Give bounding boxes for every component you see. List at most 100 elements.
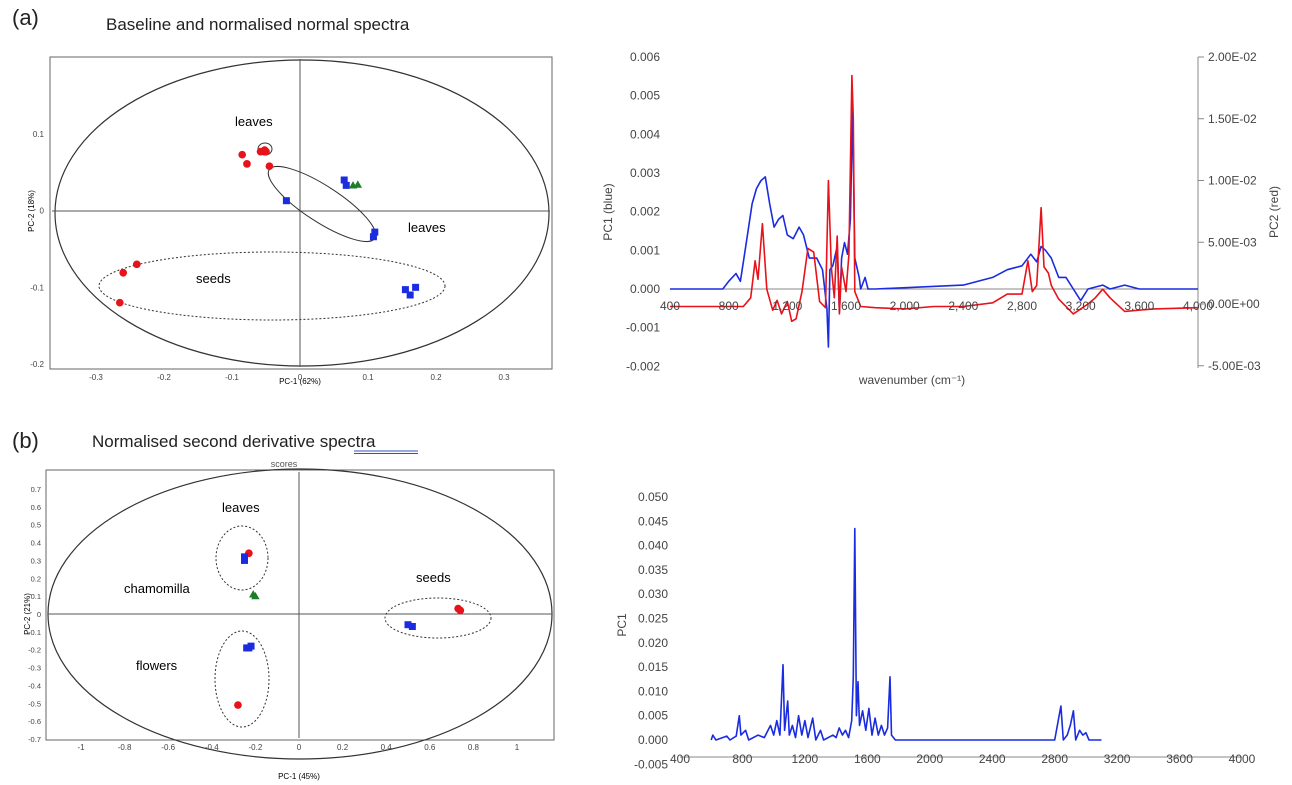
y-tick-label: 0.045 (638, 514, 668, 528)
y-tick-label: -0.4 (28, 681, 41, 690)
x-tick-label: -0.3 (89, 373, 103, 382)
y-tick-label: 0.002 (630, 205, 660, 219)
plot-frame (49, 56, 553, 370)
chart-a-scores: leaves leaves seeds PC-1 (62%) PC-2 (18%… (27, 56, 553, 386)
y-tick-label: 0.4 (31, 539, 41, 548)
x-tick-label: 2,000 (890, 299, 920, 313)
x-tick-label: 1,600 (831, 299, 861, 313)
x-tick-label: 3200 (1104, 752, 1131, 766)
blue-square-point (282, 197, 290, 205)
x-tick-label: 1,200 (772, 299, 802, 313)
x-axis-label: PC-1 (45%) (278, 772, 320, 781)
y2-tick-label: 2.00E-02 (1208, 50, 1257, 64)
x-tick-labels: 400 800 1200 1600 2000 2400 2800 3200 3600 4000 (670, 752, 1256, 766)
x-tick-label: 400 (670, 752, 690, 766)
y-tick-label: 0.040 (638, 539, 668, 553)
panel-b-title: Normalised second derivative spectra (92, 432, 376, 451)
x-tick-label: 0.2 (430, 373, 442, 382)
seeds-cluster-ellipse (384, 597, 492, 639)
x-tick-label: 1 (515, 743, 520, 752)
y-tick-label: 0.5 (31, 521, 41, 530)
x-axis-label: wavenumber (cm⁻¹) (858, 373, 965, 387)
blue-square-point (342, 181, 350, 189)
y-tick-label: 0 (40, 207, 45, 216)
y2-tick-label: 0.00E+00 (1208, 297, 1260, 311)
x-tick-label: -0.2 (157, 373, 171, 382)
x-tick-label: -0.6 (161, 743, 175, 752)
y-axis-label: PC1 (615, 613, 629, 637)
y-tick-label: 0.000 (638, 733, 668, 747)
y-tick-label: 0.020 (638, 636, 668, 650)
y-tick-label: 0.000 (630, 282, 660, 296)
x-tick-label: 0.4 (381, 743, 393, 752)
x-tick-label: 1600 (854, 752, 881, 766)
chart-b-loadings: 400 800 1200 1600 2000 2400 2800 3200 3600 4000 0… (615, 490, 1256, 771)
y-tick-label: 0.030 (638, 587, 668, 601)
y-tick-label: -0.6 (28, 717, 41, 726)
x-tick-label: 400 (660, 299, 680, 313)
y-tick-label: -0.2 (30, 360, 44, 369)
x-tick-label: -0.1 (225, 373, 239, 382)
y-tick-label: -0.1 (30, 283, 44, 292)
y-tick-label: 0.6 (31, 503, 41, 512)
panel-b-letter: (b) (12, 428, 39, 453)
x-tick-label: 800 (719, 299, 739, 313)
y-tick-label: -0.001 (626, 321, 660, 335)
blue-square-point (369, 233, 377, 241)
x-tick-label: -0.8 (118, 743, 132, 752)
y2-axis-label: PC2 (red) (1267, 186, 1281, 238)
y-tick-label: 0.006 (630, 50, 660, 64)
y-tick-label: 0.035 (638, 563, 668, 577)
red-circle-point (262, 147, 270, 156)
x-tick-label: 0.6 (424, 743, 436, 752)
blue-square-point (371, 228, 379, 236)
blue-square-point (241, 553, 248, 561)
x-tick-label: 2000 (916, 752, 943, 766)
x-tick-label: 3,200 (1066, 299, 1096, 313)
pc2-red-line (670, 74, 1199, 323)
x-tick-label: 2,800 (1007, 299, 1037, 313)
y-tick-label: 0.1 (33, 130, 45, 139)
y-tick-label: 0.015 (638, 660, 668, 674)
red-circle-point (119, 268, 128, 277)
x-tick-labels: 400 800 1,200 1,600 2,000 2,400 2,800 3,200 3,60… (660, 299, 1213, 313)
y-tick-label: -0.5 (28, 699, 41, 708)
x-tick-label: 0.3 (498, 373, 510, 382)
clipped-heading: scores (271, 459, 298, 469)
y-tick-label: 0.025 (638, 612, 668, 626)
blue-square-point (241, 556, 248, 564)
x-tick-labels: -1 -0.8 -0.6 -0.4 -0.2 0 0.2 0.4 0.6 0.8 1 (77, 743, 519, 752)
y-axis-label: PC1 (blue) (601, 183, 615, 240)
annotation-leaves: leaves (235, 114, 273, 129)
red-circle-point (234, 701, 242, 709)
y-tick-labels: 0.006 0.005 0.004 0.003 0.002 0.001 0.000 -0.00… (626, 50, 660, 373)
panel-a-letter: (a) (12, 5, 39, 30)
y-axis-label: PC-2 (21%) (23, 593, 32, 635)
loading-series (670, 74, 1199, 348)
y-tick-label: 0.004 (630, 127, 660, 141)
y-tick-label: 0.001 (630, 243, 660, 257)
loading-series (710, 527, 1102, 741)
leaves-cluster-ellipse (267, 166, 377, 242)
leaves-cluster-ellipse (215, 525, 269, 591)
y-tick-label: 0.003 (630, 166, 660, 180)
score-points (234, 549, 465, 709)
annotation-leaves: leaves (222, 500, 260, 515)
y2-tick-label: -5.00E-03 (1208, 359, 1261, 373)
x-tick-label: 800 (732, 752, 752, 766)
y2-tick-label: 1.50E-02 (1208, 112, 1257, 126)
blue-square-point (408, 623, 416, 630)
red-circle-point (238, 150, 247, 159)
x-tick-label: -0.2 (249, 743, 263, 752)
chart-a-loadings: 400 800 1,200 1,600 2,000 2,400 2,800 3,200 3,60… (601, 50, 1281, 387)
score-points (115, 146, 420, 307)
x-tick-label: 0 (297, 743, 302, 752)
pc1-blue-line (710, 527, 1102, 741)
x-tick-label: 2,400 (948, 299, 978, 313)
y-tick-label: 0.2 (31, 574, 41, 583)
green-triangle-point (353, 180, 362, 188)
y-tick-label: 0.7 (31, 485, 41, 494)
red-circle-point (456, 606, 465, 615)
pc1-blue-line (670, 106, 1198, 348)
